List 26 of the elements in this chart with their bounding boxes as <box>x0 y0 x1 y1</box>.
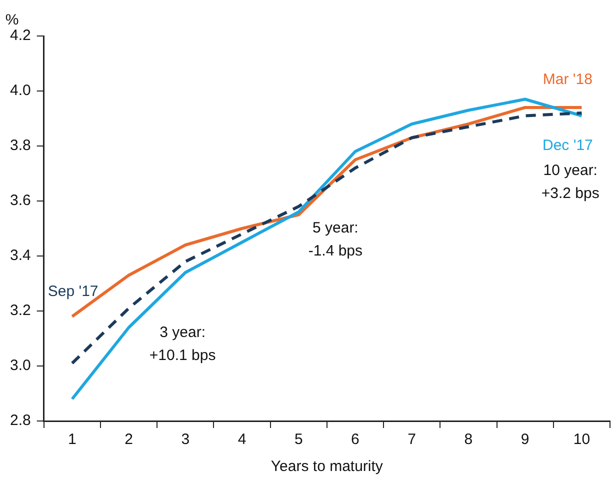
series-label: Dec '17 <box>542 137 593 154</box>
y-tick-label: 3.2 <box>10 302 31 320</box>
x-tick-label: 7 <box>408 431 416 448</box>
x-tick-label: 2 <box>124 431 133 448</box>
y-tick-label: 4.0 <box>10 82 31 100</box>
x-tick-label: 6 <box>351 431 360 448</box>
y-axis-title: % <box>5 12 19 29</box>
x-tick-label: 1 <box>68 431 76 448</box>
x-tick-label: 4 <box>238 431 246 448</box>
y-tick-label: 3.4 <box>10 247 31 264</box>
annotation: 3 year: +10.1 bps <box>149 324 216 364</box>
annotation: 10 year: +3.2 bps <box>541 162 600 202</box>
series-label: Mar '18 <box>542 71 592 88</box>
x-tick-label: 9 <box>520 431 530 448</box>
x-axis-title: Years to maturity <box>270 458 384 476</box>
y-tick-label: 2.8 <box>10 412 31 430</box>
annotation: 5 year: -1.4 bps <box>308 220 363 260</box>
x-tick-label: 8 <box>464 431 473 448</box>
series-label: Sep '17 <box>48 282 98 300</box>
x-tick-label: 10 <box>573 431 590 448</box>
x-tick-label: 5 <box>294 431 303 448</box>
y-tick-label: 3.0 <box>10 357 31 374</box>
y-tick-label: 3.8 <box>10 137 31 154</box>
y-tick-label: 3.6 <box>10 192 31 210</box>
y-tick-label: 4.2 <box>10 27 31 44</box>
x-tick-label: 3 <box>181 431 190 448</box>
